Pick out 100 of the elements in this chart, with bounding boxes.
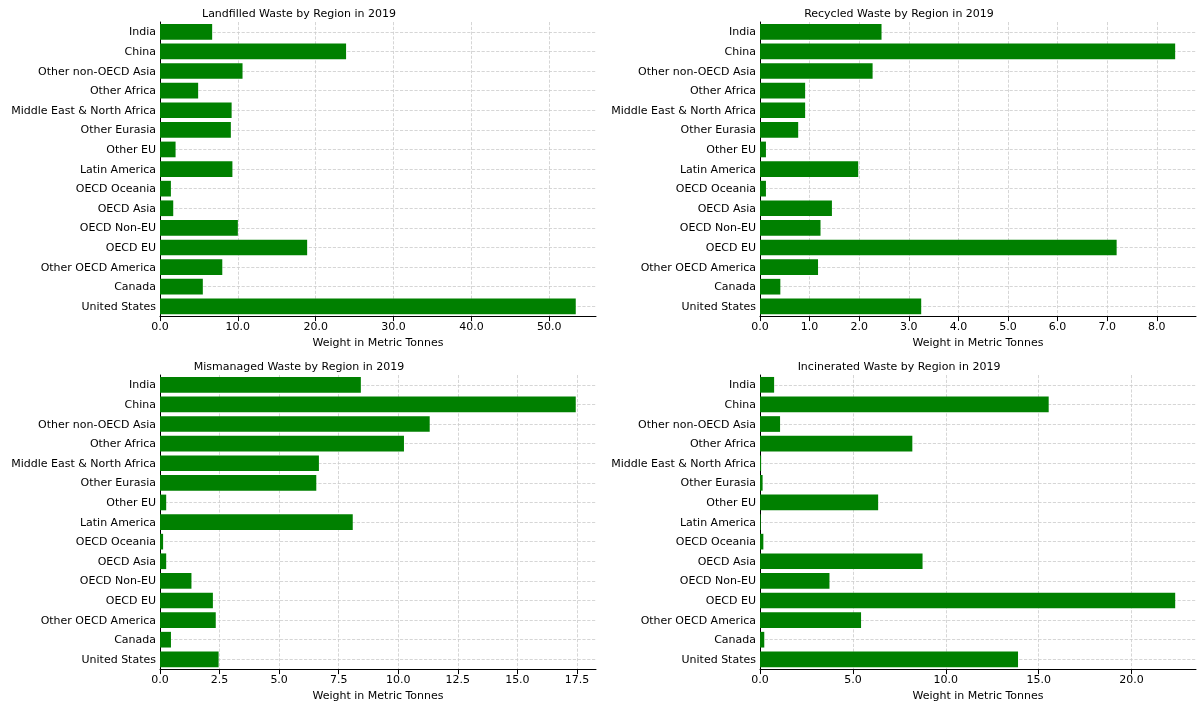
bar	[160, 43, 347, 60]
x-tick-label: 5.0	[999, 320, 1017, 334]
bar	[760, 376, 775, 393]
bar	[760, 180, 766, 197]
bar	[160, 416, 430, 432]
x-tick-label: 17.5	[564, 673, 590, 687]
y-tick-label: OECD Non-EU	[79, 221, 156, 235]
y-tick-label: Other Eurasia	[80, 123, 156, 137]
y-tick-label: Canada	[714, 633, 756, 647]
x-axis-title: Weight in Metric Tonnes	[312, 336, 444, 349]
x-tick-label: 6.0	[1048, 320, 1067, 334]
y-tick-label: OECD Asia	[697, 201, 756, 215]
bar	[160, 631, 171, 648]
y-tick-label: Other EU	[106, 142, 156, 156]
bar	[160, 514, 353, 530]
y-tick-label: Other non-OECD Asia	[638, 64, 756, 78]
x-tick-label: 20.0	[303, 320, 328, 334]
y-tick-label: OECD EU	[705, 593, 756, 607]
bar	[760, 416, 781, 432]
x-axis-title: Weight in Metric Tonnes	[912, 336, 1044, 349]
bar	[160, 23, 213, 40]
chart-title: Landfilled Waste by Region in 2019	[202, 7, 396, 20]
x-tick-label: 40.0	[459, 320, 484, 334]
bar	[160, 533, 164, 550]
bar	[160, 553, 167, 570]
bar	[760, 396, 1049, 413]
x-tick-label: 5.0	[270, 673, 288, 687]
x-tick-label: 15.0	[1026, 673, 1051, 687]
bar	[160, 474, 317, 491]
x-tick-label: 20.0	[1119, 673, 1144, 687]
bar	[760, 553, 923, 570]
y-tick-label: OECD EU	[705, 240, 756, 254]
bar	[760, 259, 819, 275]
x-tick-label: 8.0	[1148, 320, 1166, 334]
y-tick-label: United States	[81, 652, 157, 666]
bar	[760, 239, 1117, 256]
y-tick-label: Other OECD America	[640, 613, 756, 627]
y-tick-label: China	[724, 397, 756, 411]
bar	[160, 592, 213, 609]
bar	[760, 651, 1019, 668]
x-tick-label: 2.0	[850, 320, 868, 334]
y-tick-label: OECD Oceania	[675, 182, 756, 196]
y-tick-label: OECD Oceania	[675, 535, 756, 549]
y-tick-label: OECD EU	[105, 240, 156, 254]
bar	[760, 200, 832, 217]
x-axis-title: Weight in Metric Tonnes	[912, 689, 1044, 702]
bar	[760, 82, 806, 99]
y-tick-label: OECD Asia	[697, 554, 756, 568]
bar	[760, 220, 821, 236]
x-tick-label: 10.0	[225, 320, 251, 334]
y-tick-label: United States	[681, 652, 757, 666]
bar	[760, 592, 1176, 609]
bar	[160, 161, 233, 177]
y-tick-label: India	[729, 25, 756, 39]
y-tick-label: Other Africa	[689, 84, 756, 98]
x-tick-label: 12.5	[445, 673, 471, 687]
bar	[160, 121, 231, 138]
y-tick-label: Latin America	[79, 515, 156, 529]
bar	[160, 220, 238, 236]
y-tick-label: India	[129, 25, 156, 39]
x-tick-label: 10.0	[386, 673, 411, 687]
y-tick-label: Middle East & North Africa	[11, 103, 156, 117]
bar	[160, 494, 167, 511]
x-tick-label: 0.0	[751, 673, 769, 687]
y-tick-label: Middle East & North Africa	[611, 103, 756, 117]
y-tick-label: United States	[681, 299, 757, 313]
bar	[760, 23, 882, 40]
bar	[760, 278, 781, 295]
y-tick-label: Latin America	[679, 515, 756, 529]
y-tick-label: India	[729, 378, 756, 392]
bar	[760, 631, 765, 648]
y-tick-label: United States	[81, 299, 157, 313]
bar	[760, 161, 859, 177]
bar	[160, 435, 404, 452]
y-tick-label: Other EU	[106, 495, 156, 509]
x-tick-label: 2.5	[210, 673, 229, 687]
bar	[160, 573, 192, 589]
bar	[160, 180, 171, 197]
y-tick-label: OECD Non-EU	[79, 574, 156, 588]
y-tick-label: OECD EU	[105, 593, 156, 607]
y-tick-label: China	[124, 397, 156, 411]
y-tick-label: Other non-OECD Asia	[38, 64, 156, 78]
y-tick-label: OECD Asia	[97, 554, 156, 568]
bar	[160, 82, 199, 99]
y-tick-label: Other non-OECD Asia	[638, 417, 756, 431]
y-tick-label: OECD Oceania	[75, 535, 156, 549]
y-tick-label: OECD Non-EU	[679, 574, 756, 588]
bar	[160, 651, 219, 668]
x-tick-label: 3.0	[900, 320, 918, 334]
x-tick-label: 30.0	[381, 320, 406, 334]
y-tick-label: Latin America	[79, 162, 156, 176]
bar	[760, 102, 806, 119]
bar	[160, 455, 319, 472]
bar	[760, 612, 862, 628]
bar	[760, 43, 1176, 60]
x-tick-label: 7.0	[1098, 320, 1116, 334]
bar	[160, 376, 361, 393]
bar	[760, 63, 873, 79]
x-axis-title: Weight in Metric Tonnes	[312, 689, 444, 702]
y-tick-label: OECD Asia	[97, 201, 156, 215]
